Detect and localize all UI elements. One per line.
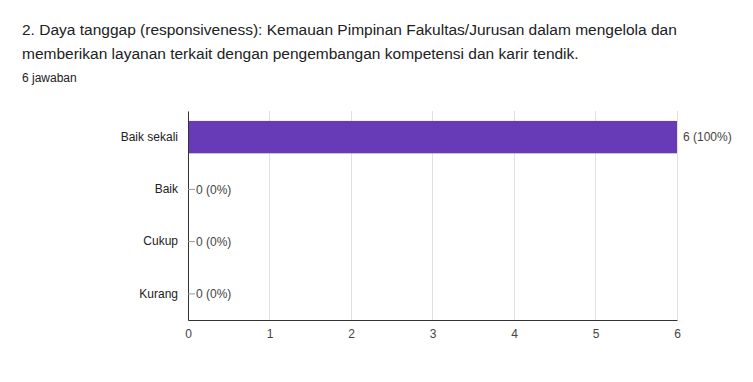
title-line: memberikan layanan terkait dengan pengem… [22, 45, 579, 62]
data-label: 0 (0%) [196, 183, 231, 197]
label-stem [188, 293, 195, 294]
tick-label: 5 [593, 327, 600, 341]
tick-label: Baik [155, 182, 179, 196]
tick-label: Kurang [139, 287, 178, 301]
tick: 0 [185, 320, 192, 341]
grid [188, 111, 677, 320]
data-labels: 6 (100%) 0 (0%) 0 (0%) 0 (0%) [188, 130, 732, 301]
tick-label: Cukup [143, 234, 178, 248]
axis-line [188, 112, 189, 321]
tick-label: 6 [674, 327, 681, 341]
tick-label: 2 [348, 327, 355, 341]
tick-label: 0 [185, 327, 192, 341]
tick-label: 1 [267, 327, 274, 341]
tick: 4 [511, 320, 518, 341]
tick: 2 [348, 320, 355, 341]
label-stem [188, 241, 195, 242]
tick: Baik [155, 182, 188, 196]
chart: 2. Daya tanggap (responsiveness): Kemaua… [0, 0, 753, 382]
x-axis: 0 1 2 3 4 5 6 [185, 320, 681, 341]
tick: 3 [430, 320, 437, 341]
tick: Cukup [143, 234, 188, 248]
tick-label: 4 [511, 327, 518, 341]
data-label: 0 (0%) [196, 235, 231, 249]
grid-line [188, 111, 189, 320]
tick: 6 [674, 320, 681, 341]
label-stem [188, 189, 195, 190]
tick-label: Baik sekali [121, 130, 178, 144]
tick: Baik sekali [121, 130, 188, 144]
data-label: 6 (100%) [683, 130, 732, 144]
tick-label: 3 [430, 327, 437, 341]
bar [188, 121, 677, 153]
title-line: 2. Daya tanggap (responsiveness): Kemaua… [22, 21, 677, 38]
subtitle: 6 jawaban [22, 71, 77, 85]
data-label: 0 (0%) [196, 287, 231, 301]
tick: Kurang [139, 287, 188, 301]
title: 2. Daya tanggap (responsiveness): Kemaua… [22, 21, 677, 62]
tick: 5 [593, 320, 600, 341]
axis-line [189, 320, 678, 321]
bars [188, 121, 677, 153]
tick: 1 [267, 320, 274, 341]
y-axis: Baik sekali Baik Cukup Kurang [121, 112, 189, 321]
